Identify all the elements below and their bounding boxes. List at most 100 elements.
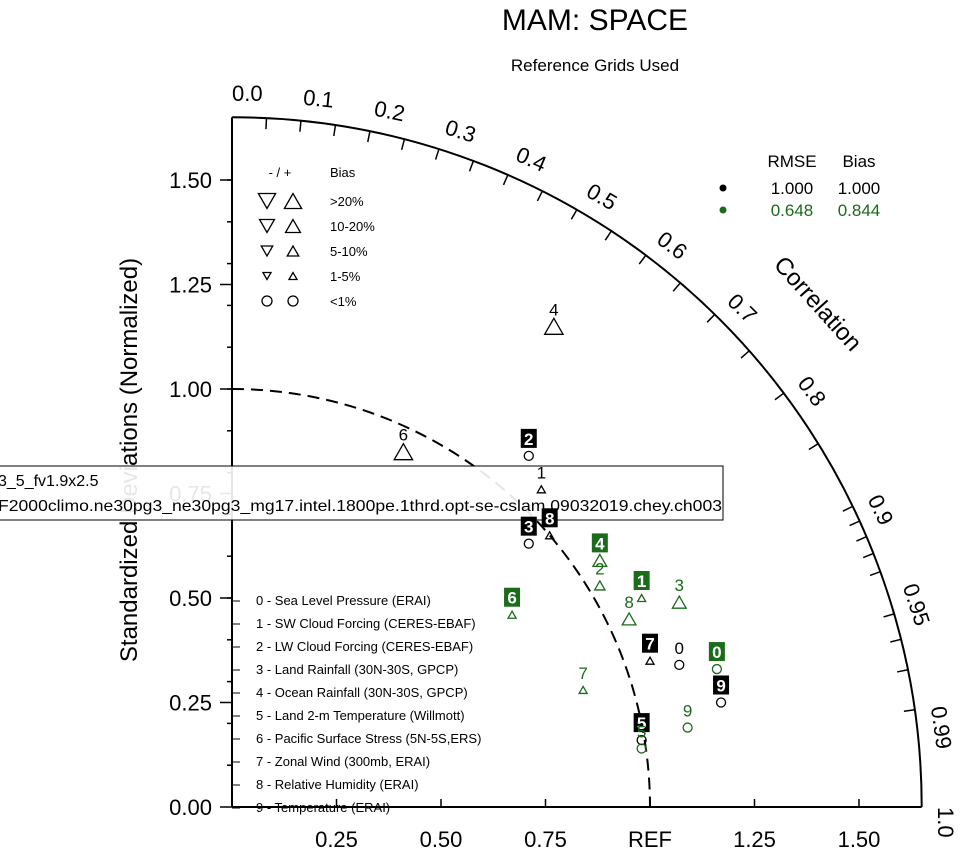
marker-triangle [260,245,274,258]
corr-tick-mark [706,313,716,323]
corr-tick-label: 0.1 [302,85,335,113]
bias-legend-header: Bias [330,165,356,180]
data-point: 3 [520,516,537,549]
variable-legend-item: 3 - Land Rainfall (30N-30S, GPCP) [256,662,458,677]
stats-series-rmse: 1.000 [771,179,814,198]
corr-tick-label: 0.8 [793,371,831,410]
stats-legend: RMSE Bias 1.000 1.000 0.648 0.844 [719,152,881,220]
point-label: 0 [712,643,721,662]
marker-triangle [261,271,273,281]
variable-legend-item: 4 - Ocean Rainfall (30N-30S, GPCP) [256,685,468,700]
data-point: 2 [520,428,537,462]
point-label: 1 [537,463,546,482]
x-tick-label: REF [628,827,672,852]
corr-tick-mark [849,520,860,527]
point-label: 4 [549,300,558,319]
variable-legend: 0 - Sea Level Pressure (ERAI) 1 - SW Clou… [232,593,481,815]
data-point: 8 [541,508,558,540]
x-axis-ticks: 0.25 0.50 0.75 REF 1.25 1.50 [315,799,880,852]
corr-tick-mark [468,160,475,172]
marker-circle [523,450,534,462]
stats-series-bias: 1.000 [838,179,881,198]
variable-legend-item: 0 - Sea Level Pressure (ERAI) [256,593,431,608]
corr-tick-label: 0.6 [653,226,692,264]
data-point: 4 [591,533,608,568]
point-label: 7 [578,664,587,683]
data-point: 4 [543,300,565,335]
point-label: 6 [507,589,516,608]
corr-tick-mark [869,570,881,577]
bias-legend: - / + Bias >20% 10-20% 5-10% 1-5% <1% [257,165,375,309]
point-label: 5 [637,714,646,733]
data-point: 3 [671,576,688,609]
corr-tick-label: 0.5 [582,178,621,215]
marker-circle [523,538,534,549]
point-label-box [708,642,725,662]
corr-tick-mark [299,120,302,132]
y-axis-label: Standardized Deviations (Normalized) [116,258,143,662]
corr-tick-mark [883,613,895,618]
y-tick-label: 1.25 [169,273,212,298]
corr-tick-mark [896,669,909,673]
data-point: 5 [636,722,647,754]
marker-circle [287,295,299,307]
variable-legend-item: 6 - Pacific Surface Stress (5N-5S,ERS) [256,731,481,746]
x-tick-label: 0.25 [315,827,358,852]
case-name-full: F2000climo.ne30pg3_ne30pg3_mg17.intel.18… [0,498,722,515]
bias-legend-row-label: 5-10% [330,244,368,259]
data-point: 2 [593,559,607,591]
point-label-box [633,713,650,733]
variable-legend-item: 7 - Zonal Wind (300mb, ERAI) [256,754,430,769]
stats-series-dot [719,206,727,214]
point-label-box [504,587,521,607]
corr-tick-mark [434,148,440,160]
point-label: 2 [595,559,604,578]
stats-series-bias: 0.844 [838,201,881,220]
marker-triangle [671,594,688,609]
corr-tick-mark [890,638,902,643]
point-label: 8 [624,593,633,612]
corr-tick-mark [903,708,915,713]
corr-tick-label: 1.0 [933,807,958,838]
corr-tick-mark [808,443,819,451]
case-name-box-frame [0,465,724,521]
y-tick-label: 1.00 [169,377,212,402]
x-tick-label: 1.50 [838,827,881,852]
variable-legend-item: 8 - Relative Humidity (ERAI) [256,777,419,792]
data-point: 1 [536,463,547,494]
corr-tick-mark [604,230,612,241]
corr-tick-mark [842,505,854,512]
corr-tick-mark [536,190,544,202]
corr-tick-mark [265,118,268,130]
case-name-box: 3_5_fv1.9x2.5 F2000climo.ne30pg3_ne30pg3_… [0,465,724,521]
x-tick-label: 0.50 [420,827,463,852]
marker-triangle [257,192,277,210]
marker-triangle [543,316,565,335]
marker-triangle [536,484,547,494]
point-label: 9 [716,677,725,696]
y-tick-label: 0.50 [169,586,212,611]
point-label: 2 [524,430,533,449]
corr-tick-mark [856,536,867,542]
data-point: 8 [621,593,638,626]
marker-triangle [593,579,607,591]
marker-triangle [506,609,518,619]
data-point: 9 [682,702,693,733]
marker-triangle [591,553,608,568]
marker-triangle [283,192,303,210]
point-label: 8 [545,509,554,528]
point-label-box [520,428,537,448]
outer-arc [231,116,923,808]
marker-triangle [577,685,589,695]
corr-tick-label: 0.4 [512,142,550,177]
corr-tick-mark [367,131,371,143]
marker-triangle [287,271,299,281]
corr-tick-label: 0.7 [723,289,762,328]
corr-tick-mark [740,350,750,359]
data-point: 7 [642,633,658,665]
marker-triangle [644,655,656,665]
corr-tick-mark [400,139,406,151]
marker-triangle [258,218,276,234]
marker-circle [674,659,685,671]
